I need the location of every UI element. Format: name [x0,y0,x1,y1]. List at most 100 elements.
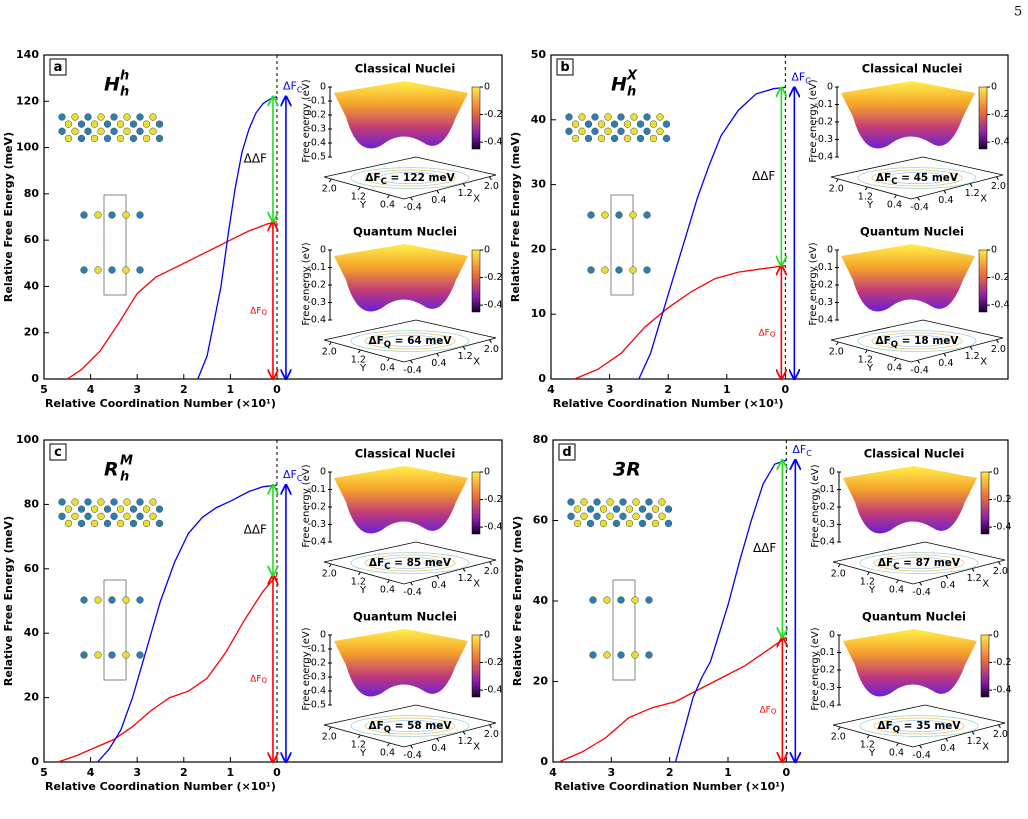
atom [586,519,595,528]
atom [71,498,79,506]
atom [116,505,125,513]
atom [64,519,73,528]
label-part: ΔF [792,443,806,456]
label-part: = 122 meV [387,172,456,184]
x-tick-label: -0.4 [912,750,931,761]
ddf-label: ΔΔF [752,169,775,183]
atom [108,266,116,274]
atom [77,134,86,143]
colorbar-tick-label: -0.4 [484,300,503,311]
atom [97,113,105,121]
atom [617,127,625,135]
y-axis-label: Y [359,363,367,374]
colorbar [980,634,990,698]
atom [58,113,66,121]
x-tick [945,738,949,742]
label-part: ΔF [283,468,297,481]
panel-label: a [54,60,63,75]
x-tick-label: 0 [273,766,281,779]
panel-label: d [562,445,571,460]
y-axis-label: Y [868,585,876,596]
x-tick [969,346,973,350]
label-part: Q [891,340,898,350]
atom [571,134,580,143]
atom [638,519,647,528]
atom [636,134,645,143]
z-tick-label: -0.2 [814,117,833,128]
x-tick-label: 0.4 [431,358,446,369]
label-part: = 35 meV [900,720,961,732]
atom [625,505,634,513]
inset-title: Quantum Nuclei [353,610,457,624]
atom [623,134,632,143]
inset-title: Quantum Nuclei [860,225,964,239]
atom [617,113,625,121]
atom [599,505,608,513]
contour [873,554,965,572]
z-tick-label: -0.5 [307,152,326,163]
label-part: = 85 meV [390,557,451,569]
atom [645,651,653,659]
x-tick-label: 0 [783,766,791,779]
y-axis-label: Relative Free Energy (meV) [2,516,15,686]
label-part: Q [770,330,776,338]
y-tick-label: 0 [538,372,546,385]
contour [857,330,977,352]
contour [378,557,442,570]
x-tick [971,731,975,735]
free-energy-curve [574,264,786,380]
x-tick-label: 2.0 [991,181,1006,192]
label-part: C [384,562,390,572]
x-tick-label: 4 [87,766,95,779]
dfq-label: ΔFQ [250,306,267,317]
dfq-label: ΔFQ [758,328,775,339]
atom [584,120,593,128]
z-tick-label: -0.1 [816,484,835,495]
ddf-label: ΔΔF [244,523,267,537]
atom [565,127,573,135]
colorbar [978,249,988,313]
y-tick-label: 0.4 [889,585,904,596]
y-tick-label: 2.0 [322,569,337,580]
dfc-label: ΔFC [283,80,303,95]
z-tick-label: -0.4 [814,315,833,326]
colorbar-tick-label: -0.4 [991,300,1010,311]
y-tick [357,734,361,739]
x-tick-label: 1.2 [965,188,980,199]
atom [603,651,611,659]
x-tick-label: 3 [133,383,141,396]
atom [610,134,619,143]
atom [586,505,595,513]
y-axis-label: Y [866,363,874,374]
inset-energy-label: ΔFC = 85 meV [369,557,452,572]
atom [643,211,651,219]
y-tick-label: 2.0 [829,184,844,195]
x-tick-label: -0.4 [403,202,422,213]
free-energy-curve [197,96,278,380]
contour [885,171,949,184]
atom [630,113,638,121]
label-part: C [893,562,899,572]
atom [142,120,151,128]
x-tick [917,360,920,364]
dfq-label: ΔFQ [759,705,776,716]
label-part: Q [261,308,267,316]
atom [71,512,79,520]
x-tick-label: 1.2 [458,188,473,199]
contour [350,715,470,737]
contour [885,334,949,347]
y-tick-label: 20 [24,691,40,704]
z-tick-label: -0.4 [307,537,326,548]
atom [645,512,653,520]
y-tick [328,178,332,183]
y-tick-label: 60 [24,233,40,246]
y-tick [328,726,332,731]
label-part: ΔF [878,557,893,569]
atom [632,498,640,506]
atom [136,211,144,219]
atom [593,512,601,520]
y-tick-label: 0.4 [380,585,395,596]
atom [662,134,671,143]
x-tick [410,582,413,586]
inset-energy-label: ΔFQ = 58 meV [368,720,452,735]
